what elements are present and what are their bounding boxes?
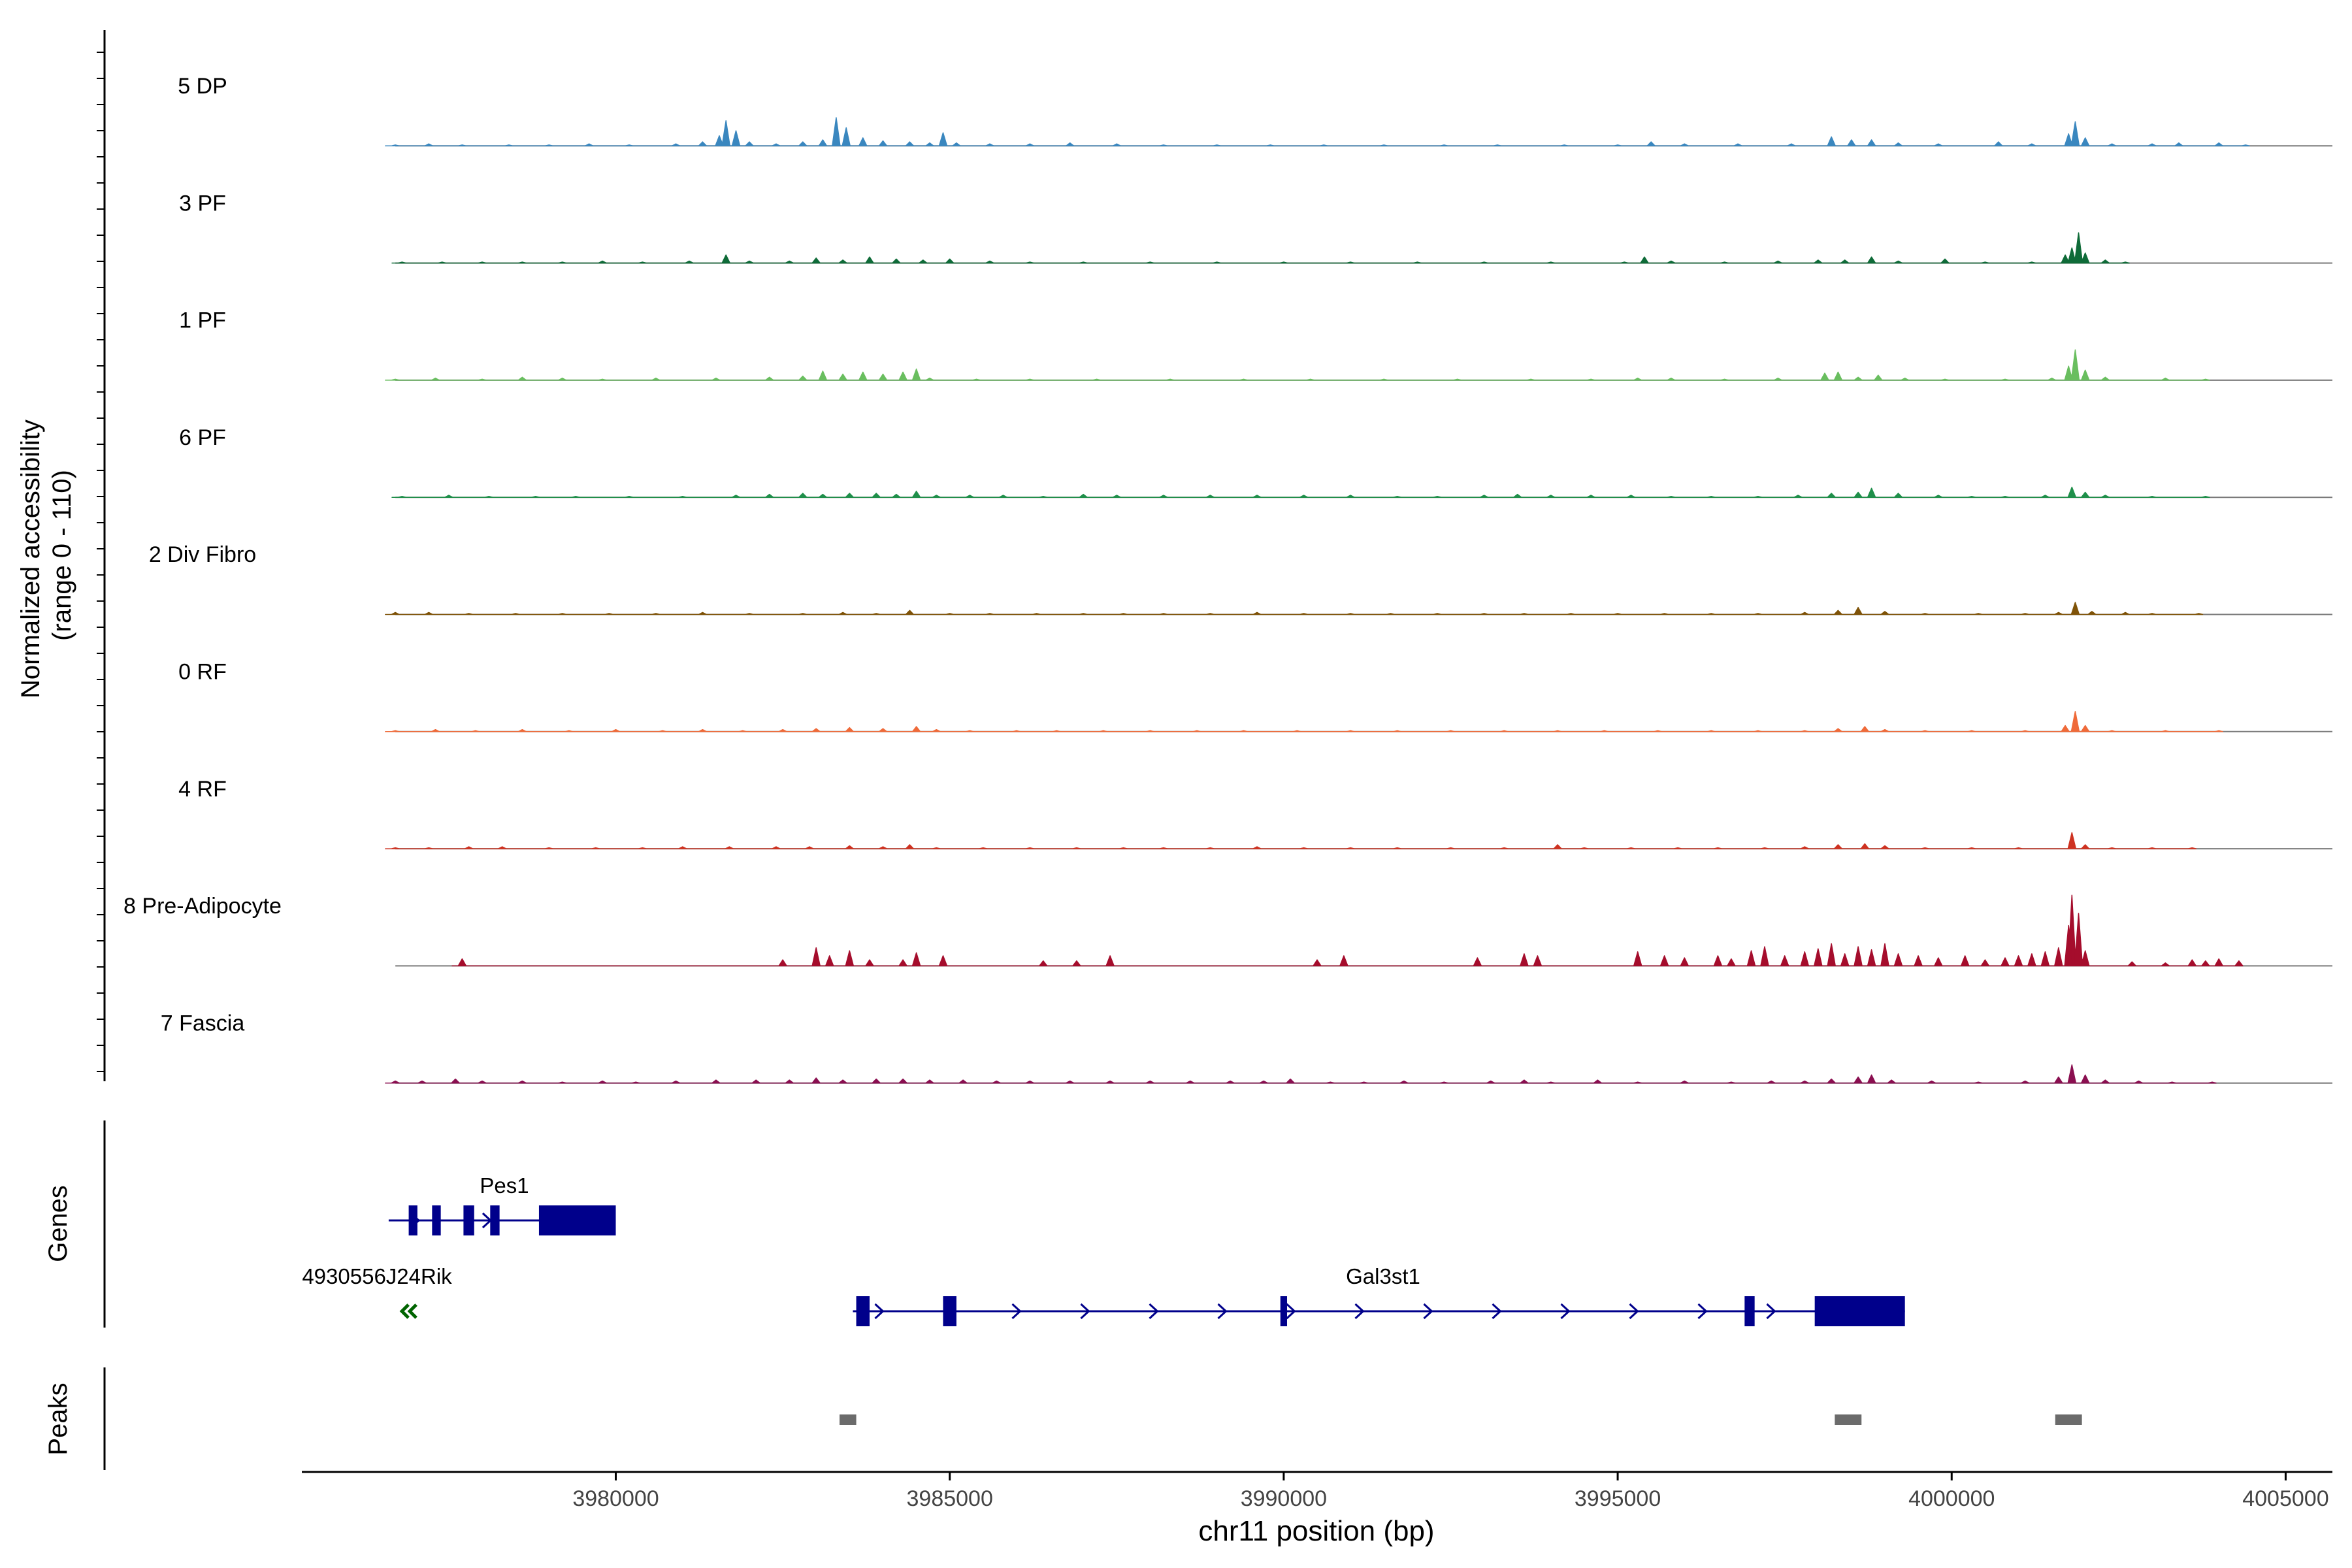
gene-pes1: Pes1: [388, 1173, 616, 1235]
gene-label: Pes1: [480, 1173, 529, 1198]
gene-exon: [432, 1205, 441, 1235]
track-6-pf: 6 PF: [179, 425, 2332, 498]
track-0-rf: 0 RF: [178, 660, 2332, 732]
track-label: 2 Div Fibro: [149, 542, 256, 567]
gene-strand-chevron: [1560, 1303, 1571, 1320]
gene-4930556j24rik: 4930556J24Rik: [302, 1264, 452, 1319]
track-4-rf: 4 RF: [178, 777, 2332, 850]
x-tick-label: 3985000: [907, 1486, 993, 1511]
track-label: 8 Pre-Adipocyte: [123, 894, 282, 919]
gene-exon: [1744, 1296, 1755, 1326]
track-area: [385, 832, 2197, 849]
gene-strand-chevron: [1629, 1303, 1639, 1320]
gene-label: 4930556J24Rik: [302, 1264, 452, 1288]
track-area: [385, 1064, 2217, 1084]
gene-exon: [538, 1205, 616, 1235]
gene-exon: [490, 1205, 500, 1235]
gene-strand-chevron: [1080, 1303, 1090, 1320]
y-label-line-1: Normalized accessibility: [16, 419, 45, 698]
y-label-line-2: (range 0 - 110): [48, 470, 76, 641]
coverage-y-label: Normalized accessibility (range 0 - 110): [16, 412, 76, 698]
gene-exon: [1814, 1296, 1905, 1326]
track-2-div-fibro: 2 Div Fibro: [149, 542, 2332, 615]
track-label: 7 Fascia: [161, 1011, 245, 1036]
x-tick-label: 3995000: [1575, 1486, 1661, 1511]
gene-strand-chevron: [1766, 1303, 1776, 1320]
track-label: 6 PF: [179, 425, 226, 450]
genes-panel-label: Genes: [44, 1185, 73, 1262]
gene-strand-chevron: [1423, 1303, 1433, 1320]
gene-label: Gal3st1: [1346, 1264, 1420, 1288]
x-tick-label: 4000000: [1908, 1486, 1995, 1511]
gene-strand-chevron: [1011, 1303, 1022, 1320]
peak-regions: [840, 1414, 2082, 1425]
peaks-panel-label: Peaks: [44, 1382, 73, 1455]
x-tick-label: 4005000: [2242, 1486, 2328, 1511]
gene-exon: [463, 1205, 474, 1235]
track-3-pf: 3 PF: [179, 191, 2332, 264]
gene-annotations: Pes1 4930556J24Rik Gal3st1: [302, 1173, 1905, 1326]
gene-strand-arrow: [399, 1303, 417, 1319]
track-label: 5 DP: [178, 74, 227, 99]
track-label: 4 RF: [178, 777, 227, 802]
gene-strand-chevron: [874, 1303, 885, 1320]
gene-strand-chevron: [1492, 1303, 1502, 1320]
track-area: [385, 117, 2250, 147]
x-axis-label: chr11 position (bp): [1198, 1515, 1434, 1547]
peak-bar: [1835, 1414, 1862, 1425]
track-area: [451, 894, 2244, 967]
gene-strand-chevron: [1354, 1303, 1365, 1320]
track-1-pf: 1 PF: [179, 308, 2332, 381]
coverage-tracks: 5 DP 3 PF 1 PF 6 PF 2 Div Fibro 0 RF 4 RF 8 Pre…: [123, 74, 2332, 1084]
gene-exon: [943, 1296, 956, 1326]
x-tick-label: 3980000: [572, 1486, 659, 1511]
x-axis-ticks: 3980000 3985000 3990000 3995000 4000000 40050…: [572, 1472, 2329, 1511]
gene-exon: [1280, 1296, 1287, 1326]
track-area: [391, 232, 2130, 264]
track-7-fascia: 7 Fascia: [161, 1011, 2332, 1084]
x-tick-label: 3990000: [1241, 1486, 1327, 1511]
track-area: [385, 711, 2223, 732]
gene-strand-chevron: [1149, 1303, 1159, 1320]
coverage-y-ticks: [97, 52, 105, 1072]
peak-bar: [2055, 1414, 2082, 1425]
track-area: [385, 349, 2210, 381]
track-label: 3 PF: [179, 191, 226, 216]
track-area: [385, 602, 2204, 615]
gene-strand-chevron: [1286, 1303, 1296, 1320]
gene-strand-chevron: [1217, 1303, 1228, 1320]
track-8-pre-adipocyte: 8 Pre-Adipocyte: [123, 894, 2332, 967]
gene-strand-chevron: [1697, 1303, 1708, 1320]
track-label: 1 PF: [179, 308, 226, 333]
track-5-dp: 5 DP: [178, 74, 2332, 147]
gene-exon: [856, 1296, 870, 1326]
track-label: 0 RF: [178, 660, 227, 685]
track-area: [391, 486, 2210, 498]
gene-gal3st1: Gal3st1: [853, 1264, 1905, 1326]
peak-bar: [840, 1414, 857, 1425]
gene-exon: [408, 1205, 417, 1235]
